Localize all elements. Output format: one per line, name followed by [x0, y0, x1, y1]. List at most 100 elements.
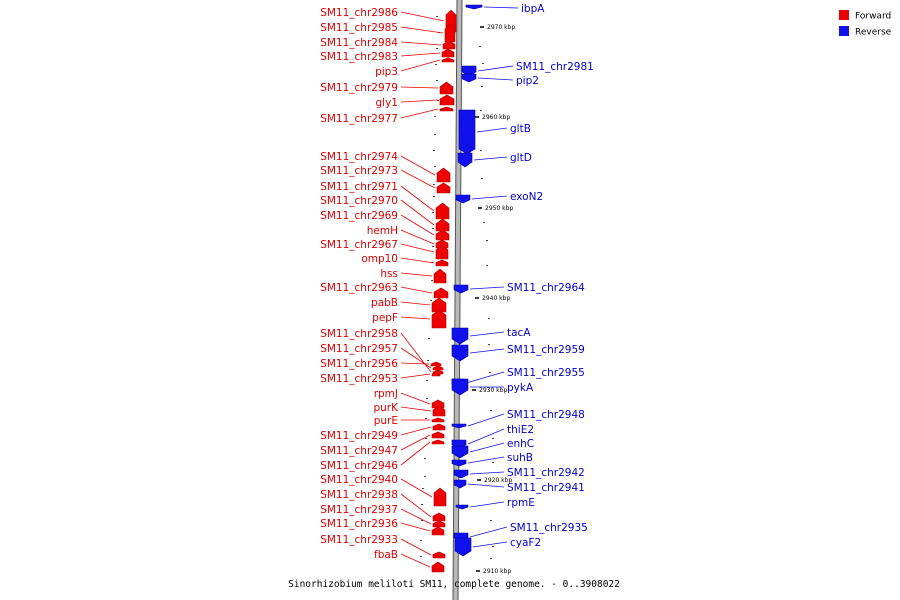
forward-gene-sm11-chr2985: SM11_chr2985	[320, 22, 456, 43]
legend-swatch	[839, 26, 849, 36]
reverse-gene-sm11-chr2964: SM11_chr2964	[453, 282, 585, 294]
forward-gene-sm11-chr2973: SM11_chr2973	[320, 165, 451, 194]
forward-genes: SM11_chr2986 SM11_chr2985 SM11_chr2984 SM11…	[320, 7, 457, 573]
reverse-gene-leader	[469, 526, 508, 538]
forward-gene-arrow	[430, 361, 442, 367]
forward-gene-arrow	[432, 551, 446, 559]
reverse-gene-sm11-chr2959: SM11_chr2959	[451, 344, 585, 362]
reverse-gene-leader	[469, 331, 505, 337]
reverse-gene-arrow	[457, 152, 473, 168]
forward-gene-label: SM11_chr2984	[320, 37, 398, 49]
reverse-gene-label: suhB	[507, 452, 533, 464]
forward-gene-leader	[400, 185, 435, 212]
forward-gene-leader	[400, 41, 442, 46]
forward-gene-leader	[400, 99, 439, 103]
reverse-gene-leader	[469, 286, 505, 290]
forward-gene-arrow	[441, 57, 455, 63]
forward-gene-leader	[400, 11, 445, 22]
forward-gene-arrow	[433, 268, 447, 284]
reverse-gene-arrow	[453, 284, 469, 294]
minor-tick	[421, 520, 423, 521]
genome-backbone	[452, 0, 463, 600]
reverse-gene-leader	[477, 77, 514, 81]
forward-gene-leader	[400, 59, 441, 72]
reverse-gene-label: gltD	[510, 152, 532, 164]
minor-tick	[436, 80, 438, 81]
reverse-gene-label: ibpA	[521, 3, 545, 15]
forward-gene-sm11-chr2971: SM11_chr2971	[320, 181, 450, 220]
forward-gene-sm11-chr2953: SM11_chr2953	[320, 371, 441, 385]
forward-gene-arrow	[431, 399, 445, 409]
reverse-gene-label: SM11_chr2959	[507, 344, 585, 356]
forward-gene-leader	[400, 441, 431, 466]
reverse-gene-label: exoN2	[510, 191, 543, 203]
forward-gene-sm11-chr2936: SM11_chr2936	[320, 518, 445, 536]
forward-gene-label: SM11_chr2937	[320, 504, 398, 516]
forward-gene-leader	[400, 199, 435, 226]
forward-gene-leader	[400, 392, 431, 405]
forward-gene-arrow	[432, 405, 446, 417]
forward-gene-hss: hss	[380, 268, 447, 284]
forward-gene-arrow	[436, 182, 451, 194]
forward-gene-leader	[400, 508, 432, 525]
minor-tick	[430, 300, 432, 301]
forward-gene-label: omp10	[361, 253, 398, 265]
forward-gene-pip3: pip3	[375, 57, 455, 78]
reverse-gene-arrow	[451, 423, 467, 429]
forward-gene-label: SM11_chr2933	[320, 534, 398, 546]
forward-gene-sm11-chr2938: SM11_chr2938	[320, 489, 446, 522]
forward-gene-label: SM11_chr2947	[320, 445, 398, 457]
minor-tick	[424, 458, 426, 459]
minor-tick	[431, 280, 433, 281]
reverse-gene-exon2: exoN2	[455, 191, 543, 204]
forward-gene-label: fbaB	[374, 549, 398, 561]
minor-tick	[434, 116, 436, 117]
forward-gene-arrow	[431, 439, 445, 445]
forward-gene-sm11-chr2946: SM11_chr2946	[320, 439, 445, 472]
forward-gene-pabb: pabB	[371, 297, 447, 313]
reverse-gene-taca: tacA	[451, 327, 531, 345]
reverse-gene-arrow	[458, 109, 476, 155]
reverse-gene-leader	[467, 428, 505, 445]
minor-tick	[486, 240, 488, 241]
minor-tick	[420, 556, 422, 557]
minor-tick	[492, 462, 494, 463]
kbp-tick-label: 2930 kbp	[479, 387, 507, 394]
minor-tick	[488, 318, 490, 319]
forward-gene-arrow	[432, 365, 444, 371]
minor-tick	[492, 438, 494, 439]
minor-tick	[435, 64, 437, 65]
forward-gene-leader	[400, 243, 435, 253]
reverse-gene-arrow	[455, 194, 471, 204]
forward-gene-label: SM11_chr2956	[320, 358, 398, 370]
minor-tick	[422, 488, 424, 489]
forward-gene-leader	[400, 155, 436, 176]
minor-tick	[436, 16, 438, 17]
forward-gene-arrow	[431, 417, 445, 423]
reverse-gene-label: rpmE	[507, 497, 535, 509]
forward-gene-sm11-chr2963: SM11_chr2963	[320, 282, 449, 299]
forward-gene-label: SM11_chr2974	[320, 151, 398, 163]
reverse-gene-leader	[476, 127, 508, 133]
forward-gene-arrow	[432, 512, 446, 522]
forward-gene-sm11-chr2979: SM11_chr2979	[320, 81, 454, 95]
forward-gene-arrow	[431, 297, 447, 313]
reverse-gene-arrow	[451, 344, 469, 362]
forward-gene-leader	[400, 522, 431, 532]
reverse-gene-leader	[472, 541, 508, 548]
minor-tick	[479, 46, 481, 47]
minor-tick	[433, 196, 435, 197]
backbone-bar	[453, 0, 462, 600]
forward-gene-arrow	[436, 167, 451, 183]
reverse-gene-ibpa: ibpA	[465, 3, 545, 15]
minor-tick	[421, 504, 423, 505]
reverse-gene-leader	[477, 65, 514, 72]
kbp-tick-label: 2940 kbp	[482, 295, 510, 302]
reverse-gene-label: SM11_chr2981	[516, 61, 594, 73]
forward-gene-pepf: pepF	[372, 309, 447, 329]
reverse-gene-gltd: gltD	[457, 152, 532, 168]
minor-ticks	[420, 16, 494, 559]
forward-gene-purk: purK	[373, 402, 446, 417]
minor-tick	[434, 134, 436, 135]
reverse-gene-sm11-chr2948: SM11_chr2948	[451, 409, 585, 429]
